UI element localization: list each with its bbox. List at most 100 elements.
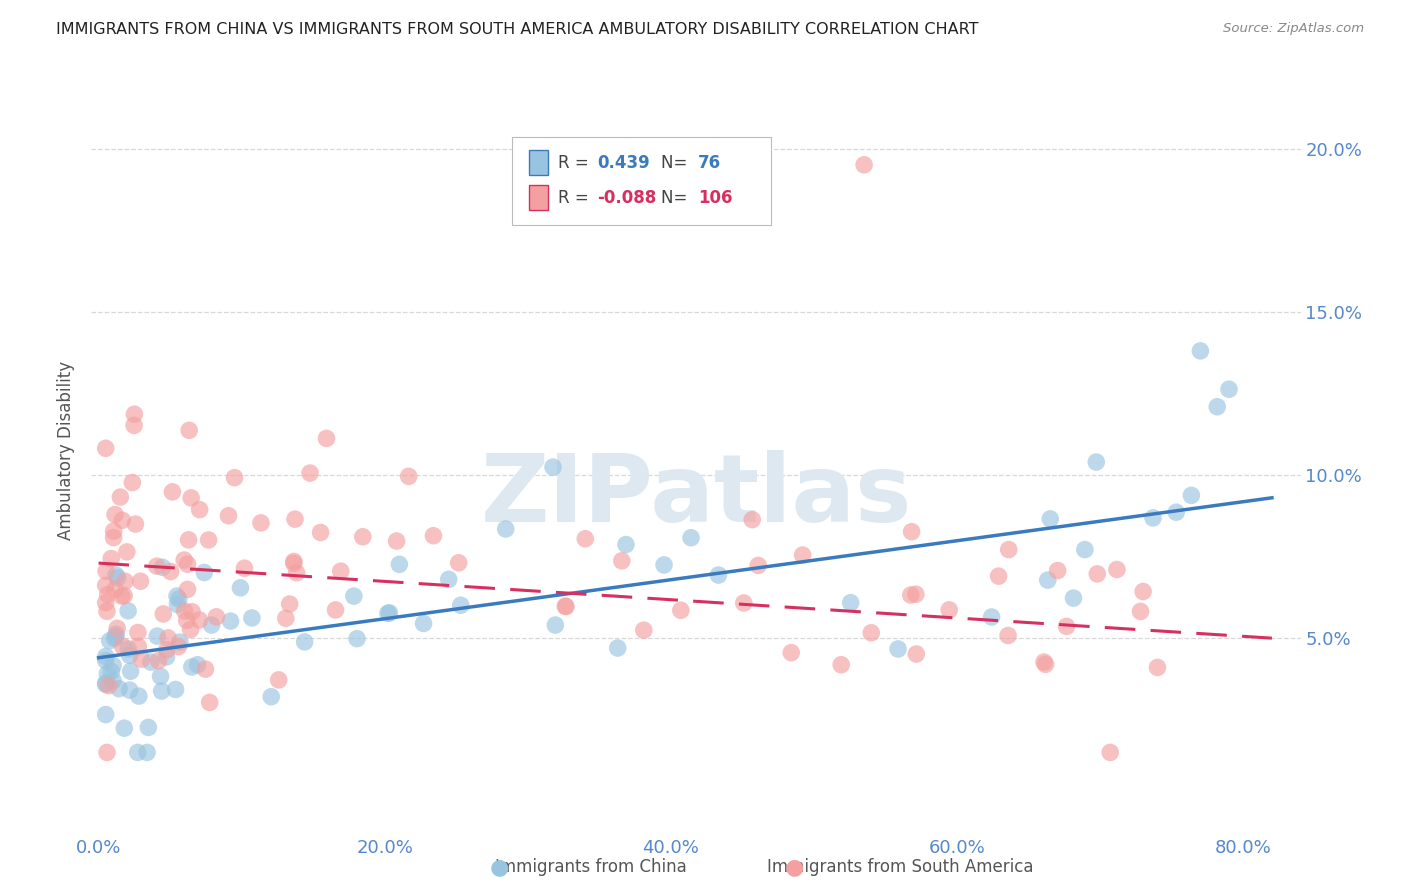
Point	[780, 646, 803, 660]
Point	[707, 568, 730, 582]
Point	[167, 592, 190, 607]
Point	[121, 475, 143, 490]
Point	[180, 660, 202, 674]
Point	[1180, 488, 1202, 502]
Point	[159, 565, 181, 579]
Point	[194, 662, 217, 676]
Point	[118, 683, 141, 698]
Point	[111, 513, 134, 527]
Point	[100, 665, 122, 679]
Point	[173, 553, 195, 567]
Point	[1218, 382, 1240, 396]
Point	[294, 635, 316, 649]
Point	[117, 604, 139, 618]
Point	[173, 604, 195, 618]
Point	[412, 616, 434, 631]
Point	[495, 522, 517, 536]
Point	[1105, 562, 1128, 576]
Point	[900, 524, 922, 539]
Point	[385, 534, 408, 549]
Point	[887, 642, 910, 657]
Y-axis label: Ambulatory Disability: Ambulatory Disability	[58, 361, 76, 540]
Point	[112, 589, 135, 603]
Text: N=: N=	[661, 154, 693, 172]
Point	[146, 559, 169, 574]
Point	[188, 502, 211, 516]
Point	[377, 606, 399, 620]
Point	[166, 598, 188, 612]
Point	[283, 557, 305, 571]
Point	[148, 654, 170, 668]
Point	[167, 640, 190, 654]
Point	[97, 588, 120, 602]
Point	[104, 568, 127, 582]
Point	[343, 589, 366, 603]
Point	[900, 588, 922, 602]
Point	[1132, 584, 1154, 599]
Point	[169, 635, 191, 649]
Point	[224, 471, 246, 485]
Point	[180, 623, 202, 637]
Point	[544, 618, 567, 632]
Point	[94, 442, 117, 456]
Point	[127, 746, 149, 760]
Text: R =: R =	[558, 189, 595, 207]
Point	[146, 629, 169, 643]
Point	[1142, 511, 1164, 525]
Point	[198, 695, 221, 709]
Point	[1035, 657, 1057, 672]
Point	[94, 649, 117, 664]
Point	[997, 628, 1019, 642]
Point	[110, 490, 132, 504]
Point	[136, 746, 159, 760]
Point	[97, 679, 120, 693]
Point	[260, 690, 283, 704]
Point	[104, 582, 127, 597]
Point	[792, 548, 814, 562]
Point	[669, 603, 692, 617]
Point	[1063, 591, 1085, 605]
Point	[905, 647, 928, 661]
Point	[103, 531, 125, 545]
Point	[104, 508, 127, 522]
Point	[162, 484, 184, 499]
Point	[278, 597, 301, 611]
Point	[747, 558, 769, 573]
Point	[997, 542, 1019, 557]
Point	[112, 721, 135, 735]
Point	[1166, 505, 1188, 519]
Point	[96, 604, 118, 618]
Point	[138, 720, 160, 734]
Point	[98, 633, 121, 648]
Point	[679, 531, 702, 545]
Point	[105, 621, 128, 635]
Point	[107, 571, 129, 585]
Text: ●: ●	[785, 857, 804, 877]
Point	[309, 525, 332, 540]
Text: 0.439: 0.439	[598, 154, 650, 172]
Point	[152, 560, 174, 574]
Point	[94, 578, 117, 592]
Point	[129, 574, 152, 589]
Point	[1146, 660, 1168, 674]
Point	[176, 558, 198, 572]
Point	[94, 654, 117, 668]
Point	[329, 564, 352, 578]
Point	[1039, 512, 1062, 526]
Point	[987, 569, 1010, 583]
Point	[111, 639, 134, 653]
Point	[131, 652, 153, 666]
Point	[176, 582, 198, 597]
Point	[284, 512, 307, 526]
Point	[1189, 343, 1212, 358]
Text: ●: ●	[489, 857, 509, 877]
Text: Source: ZipAtlas.com: Source: ZipAtlas.com	[1223, 22, 1364, 36]
Text: Immigrants from South America: Immigrants from South America	[766, 858, 1033, 876]
Point	[166, 589, 188, 603]
Point	[101, 673, 124, 688]
Point	[1129, 604, 1152, 618]
Point	[156, 642, 179, 657]
Point	[229, 581, 252, 595]
Point	[179, 423, 201, 437]
Point	[94, 707, 117, 722]
